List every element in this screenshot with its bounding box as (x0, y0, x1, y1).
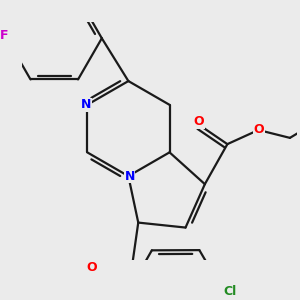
Text: Cl: Cl (223, 285, 236, 298)
Text: F: F (0, 29, 8, 42)
Text: N: N (81, 98, 91, 111)
Text: O: O (193, 115, 204, 128)
Text: O: O (87, 261, 97, 274)
Text: N: N (124, 169, 135, 183)
Text: O: O (253, 123, 264, 136)
